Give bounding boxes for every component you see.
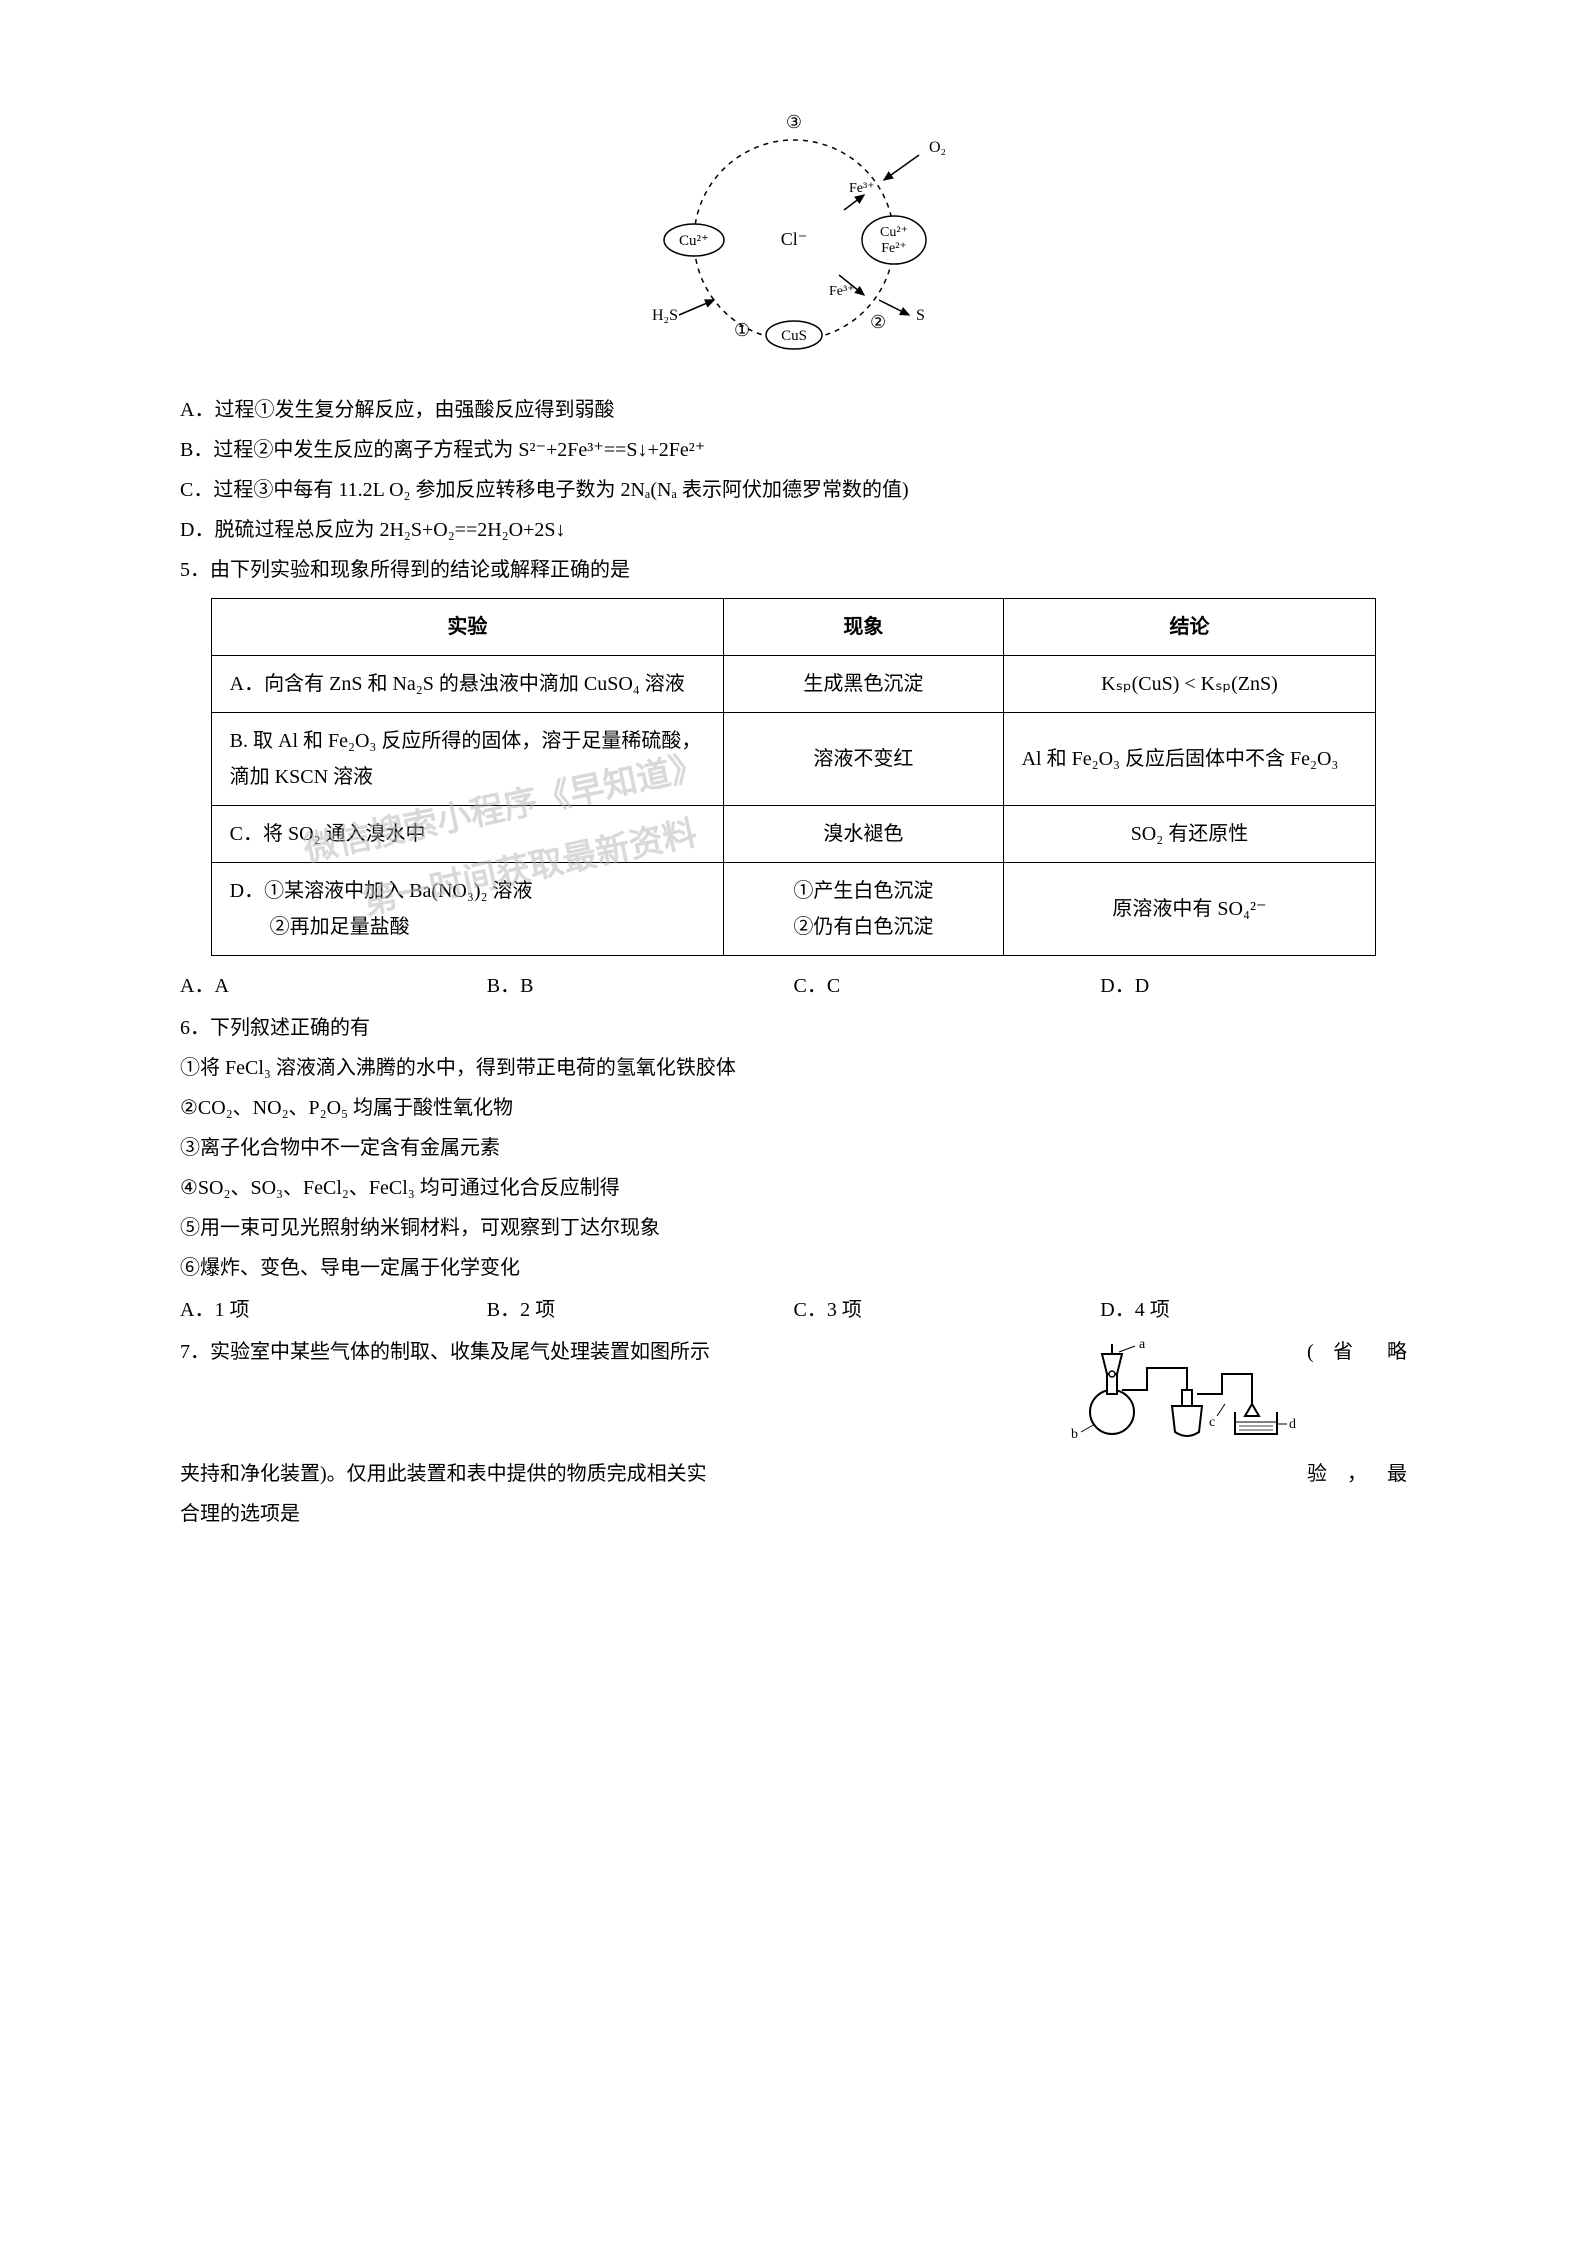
q5-r3-exp: D．①某溶液中加入 Ba(NO₃)₂ 溶液 ②再加足量盐酸 [211,863,723,956]
q6-item-5: ⑤用一束可见光照射纳米铜材料，可观察到丁达尔现象 [180,1210,1407,1246]
q4-option-d: D．脱硫过程总反应为 2H₂S+O₂==2H₂O+2S↓ [180,512,1407,548]
q5-r3-phen-l1: ①产生白色沉淀 [736,873,991,909]
q5-r3-phen: ①产生白色沉淀 ②仍有白色沉淀 [724,863,1004,956]
q5-r0-conc: Kₛₚ(CuS) < Kₛₚ(ZnS) [1003,656,1376,713]
q5-r3-exp-l2: ②再加足量盐酸 [230,909,711,945]
q6-item-1: ①将 FeCl₃ 溶液滴入沸腾的水中，得到带正电荷的氢氧化铁胶体 [180,1050,1407,1086]
q6-opt-b: B．2 项 [487,1292,794,1328]
q6-item-6: ⑥爆炸、变色、导电一定属于化学变化 [180,1250,1407,1286]
right-box-l2: Fe²⁺ [881,241,907,256]
q7-text-3: 合理的选项是 [180,1496,1407,1532]
table-row: A．向含有 ZnS 和 Na₂S 的悬浊液中滴加 CuSO₄ 溶液 生成黑色沉淀… [211,656,1376,713]
q6-item-4: ④SO₂、SO₃、FeCl₂、FeCl₃ 均可通过化合反应制得 [180,1170,1407,1206]
h2s-label: H₂S [652,307,678,324]
table-row: D．①某溶液中加入 Ba(NO₃)₂ 溶液 ②再加足量盐酸 ①产生白色沉淀 ②仍… [211,863,1376,956]
q6-item-3: ③离子化合物中不一定含有金属元素 [180,1130,1407,1166]
q7-row-1: 7．实验室中某些气体的制取、收集及尾气处理装置如图所示 a b [180,1334,1407,1456]
q5-r3-exp-l1: D．①某溶液中加入 Ba(NO₃)₂ 溶液 [230,873,711,909]
q4-option-c: C．过程③中每有 11.2L O₂ 参加反应转移电子数为 2Nₐ(Nₐ 表示阿伏… [180,472,1407,508]
q5-stem: 5．由下列实验和现象所得到的结论或解释正确的是 [180,552,1407,588]
diagram-container: Cl⁻ ③ Cu²⁺ Cu²⁺ Fe²⁺ CuS O₂ Fe³⁺ Fe³⁺ S … [180,100,1407,372]
label-c: c [1209,1415,1215,1430]
q7-right-1: ( 省 略 [1307,1334,1407,1370]
q6-item-2: ②CO₂、NO₂、P₂O₅ 均属于酸性氧化物 [180,1090,1407,1126]
q5-r2-phen: 溴水褪色 [724,806,1004,863]
fe3-top: Fe³⁺ [849,181,875,196]
q5-opt-a: A．A [180,968,487,1004]
q7-right-2: 验 ， 最 [1307,1456,1407,1492]
q5-header-exp: 实验 [211,599,723,656]
q5-opt-c: C．C [794,968,1101,1004]
q5-r1-exp: B. 取 Al 和 Fe₂O₃ 反应所得的固体，溶于足量稀硫酸，滴加 KSCN … [211,713,723,806]
cycle-diagram: Cl⁻ ③ Cu²⁺ Cu²⁺ Fe²⁺ CuS O₂ Fe³⁺ Fe³⁺ S … [574,100,1014,360]
q5-header-conc: 结论 [1003,599,1376,656]
q5-r3-conc: 原溶液中有 SO₄²⁻ [1003,863,1376,956]
q6-opt-a: A．1 项 [180,1292,487,1328]
q6-options: A．1 项 B．2 项 C．3 项 D．4 项 [180,1292,1407,1328]
apparatus-diagram: a b c d [1067,1334,1297,1444]
label-2: ② [870,312,886,332]
label-d: d [1289,1417,1296,1432]
q6-opt-c: C．3 项 [794,1292,1101,1328]
right-box-l1: Cu²⁺ [880,225,908,240]
left-box: Cu²⁺ [679,233,709,249]
q7-figure: a b c d [1067,1334,1297,1456]
label-1: ① [734,320,750,340]
o2-label: O₂ [929,139,946,156]
label-top: ③ [785,112,801,132]
q7-text-2: 夹持和净化装置)。仅用此装置和表中提供的物质完成相关实 [180,1456,1057,1492]
q6-opt-d: D．4 项 [1100,1292,1407,1328]
q5-opt-d: D．D [1100,968,1407,1004]
q5-r1-phen: 溶液不变红 [724,713,1004,806]
q5-options: A．A B．B C．C D．D [180,968,1407,1004]
q6-stem: 6．下列叙述正确的有 [180,1010,1407,1046]
center-label: Cl⁻ [780,229,807,249]
q5-r0-phen: 生成黑色沉淀 [724,656,1004,713]
table-row: C．将 SO₂ 通入溴水中 溴水褪色 SO₂ 有还原性 [211,806,1376,863]
fe3-bottom: Fe³⁺ [829,284,855,299]
q7-row-2: 夹持和净化装置)。仅用此装置和表中提供的物质完成相关实 验 ， 最 [180,1456,1407,1492]
q4-option-b: B．过程②中发生反应的离子方程式为 S²⁻+2Fe³⁺==S↓+2Fe²⁺ [180,432,1407,468]
table-row: B. 取 Al 和 Fe₂O₃ 反应所得的固体，溶于足量稀硫酸，滴加 KSCN … [211,713,1376,806]
q5-opt-b: B．B [487,968,794,1004]
label-a: a [1139,1337,1146,1352]
q5-r2-exp: C．将 SO₂ 通入溴水中 [211,806,723,863]
q5-table: 实验 现象 结论 A．向含有 ZnS 和 Na₂S 的悬浊液中滴加 CuSO₄ … [211,598,1377,956]
q7-text-1: 7．实验室中某些气体的制取、收集及尾气处理装置如图所示 [180,1334,1057,1370]
q5-r1-conc: Al 和 Fe₂O₃ 反应后固体中不含 Fe₂O₃ [1003,713,1376,806]
bottom-box: CuS [781,328,807,344]
q4-option-a: A．过程①发生复分解反应，由强酸反应得到弱酸 [180,392,1407,428]
s-label: S [916,307,925,324]
q5-header-phen: 现象 [724,599,1004,656]
q5-r0-exp: A．向含有 ZnS 和 Na₂S 的悬浊液中滴加 CuSO₄ 溶液 [211,656,723,713]
label-b: b [1071,1427,1078,1442]
q5-r2-conc: SO₂ 有还原性 [1003,806,1376,863]
q5-r3-phen-l2: ②仍有白色沉淀 [736,909,991,945]
